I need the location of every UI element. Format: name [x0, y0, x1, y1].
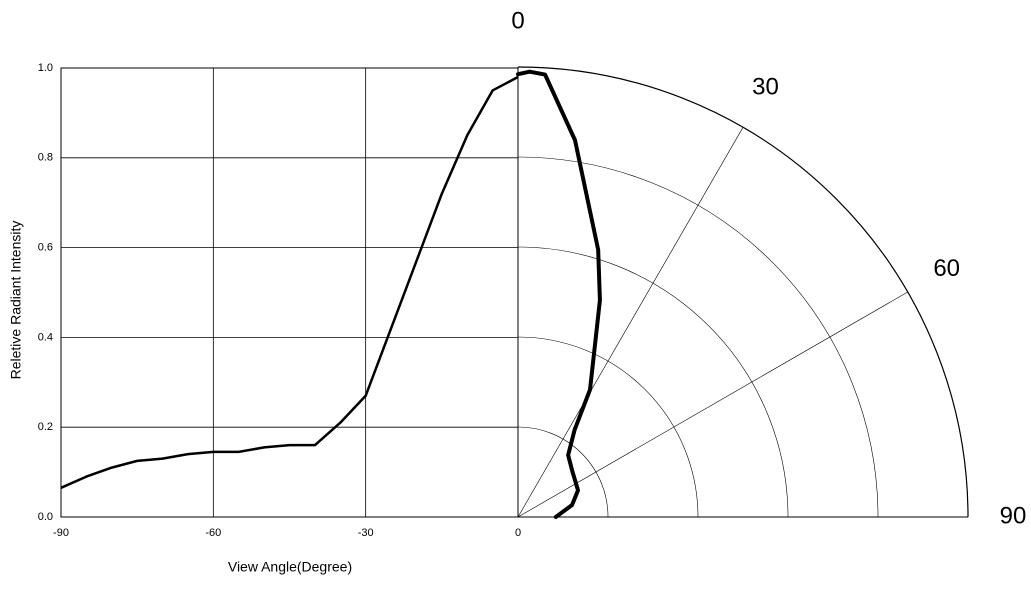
x-axis-label: View Angle(Degree): [228, 559, 352, 575]
grid-line: [517, 127, 744, 518]
grid-arc: [517, 246, 789, 518]
x-tick-label: -90: [53, 527, 69, 539]
theta-tick-label: 60: [933, 255, 960, 282]
y-tick-label: 1.0: [38, 62, 53, 74]
data-line: [516, 69, 602, 519]
grid-arc: [517, 336, 699, 518]
theta-tick-label: 30: [752, 74, 779, 101]
y-tick-label: 0.8: [38, 152, 53, 164]
grid-arc: [517, 156, 879, 518]
data-line: [60, 75, 519, 489]
grid-line: [517, 291, 908, 518]
y-tick-label: 0.4: [38, 331, 53, 343]
theta-tick-label: 0: [511, 7, 524, 34]
y-tick-label: 0.0: [38, 511, 53, 523]
polar-frame: [517, 66, 969, 518]
x-tick-label: 0: [515, 527, 521, 539]
y-tick-label: 0.6: [38, 242, 53, 254]
plot-frame: [60, 67, 519, 518]
x-tick-label: -30: [358, 527, 374, 539]
y-axis-label: Reletive Radiant Intensity: [8, 221, 24, 380]
x-tick-label: -60: [205, 527, 221, 539]
theta-tick-label: 90: [1000, 502, 1027, 529]
y-tick-label: 0.2: [38, 421, 53, 433]
grid-arc: [517, 426, 609, 518]
